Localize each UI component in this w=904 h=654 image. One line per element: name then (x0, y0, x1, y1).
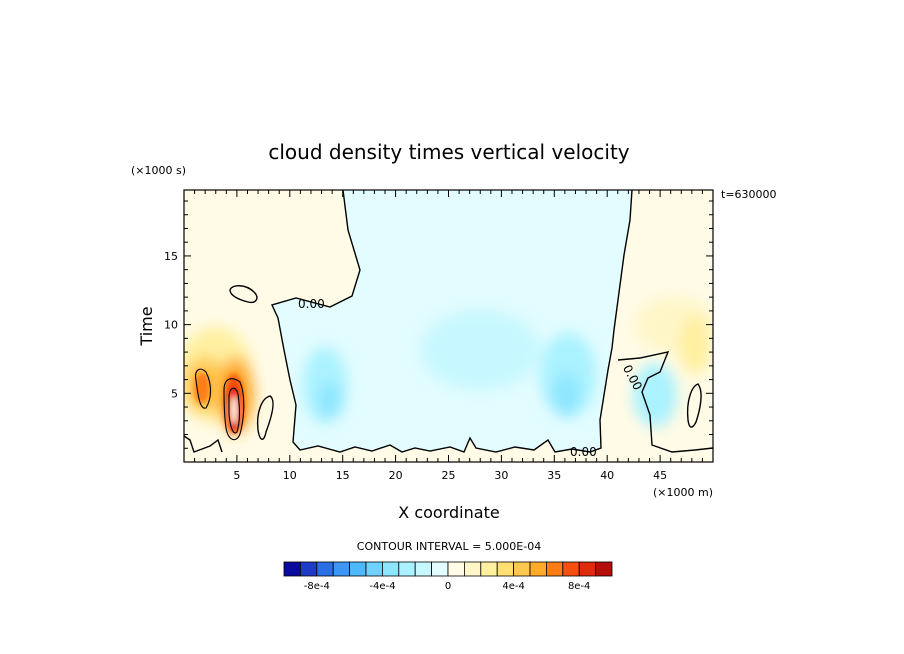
y-tick-label: 5 (171, 387, 178, 400)
x-tick-label: 45 (653, 469, 667, 482)
contour-core-inner (228, 387, 240, 434)
colorbar-swatch (463, 561, 482, 577)
y-tick-label: 10 (164, 319, 178, 332)
zero-contour-loop-4 (184, 435, 223, 453)
positive-contours (195, 368, 245, 441)
contour-core-outer (223, 378, 245, 441)
colorbar-swatch (365, 561, 383, 577)
contour-interval-caption: CONTOUR INTERVAL = 5.000E-04 (357, 540, 541, 553)
y-axis-title: Time (137, 306, 156, 346)
colorbar-swatch (316, 561, 334, 577)
colorbar-swatch (349, 561, 367, 577)
chart-title: cloud density times vertical velocity (268, 140, 629, 164)
x-tick-label: 10 (283, 469, 297, 482)
colorbar-swatch (299, 561, 318, 577)
zero-contour-loop-3 (686, 383, 702, 428)
x-tick-label: 35 (547, 469, 561, 482)
colorbar-swatch (562, 561, 580, 577)
colorbar-swatch (546, 561, 564, 577)
colorbar-swatch (496, 561, 515, 577)
colorbar-swatch (381, 561, 400, 577)
zero-contour-loop-1 (229, 285, 258, 304)
x-unit-label: (×1000 m) (653, 486, 713, 499)
y-unit-label: (×1000 s) (131, 164, 186, 177)
colorbar: -8e-4 -4e-4 0 4e-4 8e-4 (283, 561, 613, 592)
time-annotation: t=630000 (721, 188, 777, 201)
colorbar-swatch (529, 561, 547, 577)
zero-contours (184, 190, 713, 453)
colorbar-swatch (283, 561, 301, 577)
x-axis-title: X coordinate (398, 503, 499, 522)
colorbar-tick-label: -4e-4 (369, 581, 395, 592)
colorbar-swatch (578, 561, 597, 577)
x-tick-label: 5 (233, 469, 240, 482)
contour-label-1: 0.00 (298, 297, 325, 311)
y-tick-label: 15 (164, 250, 178, 263)
colorbar-swatch (398, 561, 416, 577)
colorbar-tick-label: 8e-4 (568, 581, 591, 592)
zero-contour-right (617, 351, 713, 453)
colorbar-swatch (431, 561, 449, 577)
plot-area: 0.00 0.00 0.00 (184, 190, 713, 462)
colorbar-swatch (332, 561, 351, 577)
zero-contour-loop-2 (256, 395, 274, 440)
negative-patches (303, 310, 677, 427)
x-tick-label: 15 (336, 469, 350, 482)
x-tick-label: 20 (389, 469, 403, 482)
colorbar-swatch (595, 561, 613, 577)
colorbar-tick-label: 0 (445, 581, 451, 592)
y-axis: 5 10 15 (164, 200, 713, 449)
contour-label-2: 0.00 (570, 445, 597, 459)
x-axis: 5 10 15 20 25 30 35 40 45 (194, 190, 703, 482)
colorbar-swatch (480, 561, 498, 577)
colorbar-swatch (447, 561, 465, 577)
colorbar-swatch (513, 561, 531, 577)
colorbar-tick-label: -8e-4 (304, 581, 330, 592)
x-tick-label: 25 (442, 469, 456, 482)
colorbar-tick-label: 4e-4 (502, 581, 525, 592)
colorbar-swatch (414, 561, 433, 577)
x-tick-label: 40 (600, 469, 614, 482)
contour-cell-1 (195, 368, 212, 409)
zero-contour-main (271, 190, 633, 453)
x-tick-label: 30 (494, 469, 508, 482)
positive-patches-right (635, 297, 713, 375)
